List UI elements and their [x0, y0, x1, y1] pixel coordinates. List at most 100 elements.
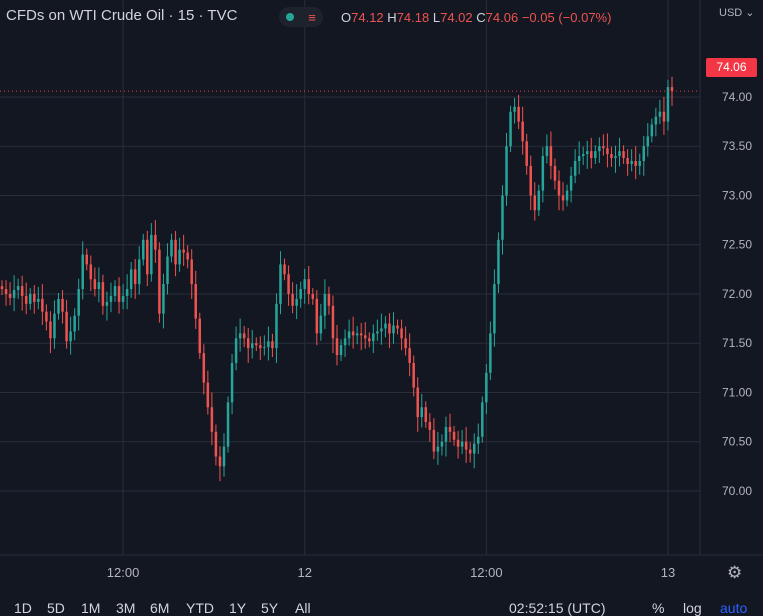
candle-body: [214, 431, 218, 457]
candle-body: [614, 156, 617, 159]
y-tick-label: 70.00: [722, 484, 752, 498]
x-tick-label: 12: [297, 565, 311, 580]
y-tick-label: 71.50: [722, 336, 752, 350]
close-value: 74.06: [485, 10, 519, 25]
candle-body: [335, 338, 339, 356]
y-tick-label: 70.50: [722, 435, 752, 449]
percent-toggle[interactable]: %: [652, 600, 665, 616]
candle-body: [279, 264, 282, 304]
candle-body: [529, 165, 532, 196]
close-label: C: [476, 10, 486, 25]
timeframe-1d[interactable]: 1D: [14, 600, 32, 616]
candle-body: [464, 441, 468, 450]
y-tick-label: 74.00: [722, 90, 752, 104]
timeframe-1m[interactable]: 1M: [81, 600, 101, 616]
candle-body: [0, 286, 4, 290]
timeframe-5y[interactable]: 5Y: [261, 600, 279, 616]
candle-body: [468, 449, 472, 454]
open-label: O: [341, 10, 352, 25]
indicator-pill[interactable]: ≡: [279, 7, 323, 27]
candle-body: [57, 298, 60, 314]
candle-body: [440, 441, 444, 447]
candle-body: [509, 111, 512, 147]
timeframe-5d[interactable]: 5D: [47, 600, 65, 616]
candle-body: [319, 315, 323, 334]
candle-body: [166, 256, 169, 285]
log-toggle[interactable]: log: [683, 600, 702, 616]
candle-body: [428, 422, 432, 430]
candle-body: [573, 161, 577, 176]
timeframe-3m[interactable]: 3M: [116, 600, 136, 616]
candle-body: [267, 341, 270, 348]
candle-body: [404, 338, 407, 349]
candle-body: [24, 295, 28, 304]
candle-body: [291, 293, 294, 306]
candle-body: [174, 239, 177, 265]
candle-body: [41, 298, 44, 312]
candle-body: [339, 345, 343, 356]
candle-body: [222, 446, 226, 467]
candle-body: [113, 286, 117, 296]
candle-body: [642, 146, 645, 162]
candle-body: [533, 195, 537, 211]
candle-body: [85, 254, 89, 265]
candle-body: [81, 254, 84, 290]
candle-body: [89, 264, 93, 280]
candle-body: [170, 239, 173, 257]
candle-body: [202, 353, 206, 383]
candle-body: [638, 161, 641, 166]
candle-body: [456, 439, 460, 447]
timeframe-1y[interactable]: 1Y: [229, 600, 247, 616]
candle-body: [198, 318, 202, 354]
candle-body: [388, 323, 391, 334]
candle-body: [626, 158, 629, 164]
candle-body: [590, 151, 593, 159]
candle-body: [178, 249, 181, 265]
candle-body: [384, 323, 387, 329]
symbol-title[interactable]: CFDs on WTI Crude Oil · 15 · TVC: [6, 7, 238, 24]
candle-body: [654, 116, 658, 125]
candle-body: [331, 305, 335, 339]
y-tick-label: 72.50: [722, 238, 752, 252]
x-tick-label: 13: [661, 565, 675, 580]
change-value: −0.05 (−0.07%): [521, 10, 612, 25]
candle-body: [569, 175, 573, 191]
candle-body: [146, 239, 149, 275]
ohlc-readout: O74.12 H74.18 L74.02 C74.06 −0.05 (−0.07…: [341, 10, 611, 25]
currency-selector[interactable]: USD ⌄: [719, 6, 755, 19]
candle-body: [275, 303, 278, 349]
candle-body: [521, 121, 524, 142]
y-axis-ticks: 74.00 73.50 73.00 72.50 72.00 71.50 71.00 70.50…: [722, 90, 752, 498]
candle-body: [416, 387, 419, 418]
utc-clock[interactable]: 02:52:15 (UTC): [509, 600, 606, 616]
candle-body: [263, 347, 266, 349]
auto-toggle[interactable]: auto: [720, 600, 748, 616]
candle-body: [154, 234, 157, 250]
candle-body: [408, 348, 411, 363]
bottom-toolbar: 1D 5D 1M 3M 6M YTD 1Y 5Y All 02:52:15 (U…: [0, 598, 763, 616]
candle-body: [93, 279, 97, 290]
gear-icon[interactable]: ⚙: [727, 563, 743, 582]
candle-body: [226, 402, 230, 447]
timeframe-ytd[interactable]: YTD: [186, 600, 214, 616]
candle-body: [129, 269, 133, 290]
candle-body: [670, 87, 674, 92]
high-value: 74.18: [396, 10, 430, 25]
timeframe-all[interactable]: All: [295, 600, 311, 616]
candle-body: [73, 315, 76, 332]
candle-body: [206, 382, 210, 408]
candle-body: [37, 298, 40, 302]
grid-lines: [0, 0, 763, 556]
candle-body: [186, 252, 189, 260]
candle-body: [565, 190, 569, 201]
candle-body: [125, 289, 129, 296]
candle-body: [97, 282, 101, 290]
candle-body: [210, 407, 214, 432]
candle-body: [392, 325, 395, 334]
candle-body: [117, 286, 121, 302]
price-chart[interactable]: 74.00 73.50 73.00 72.50 72.00 71.50 71.00 70.50…: [0, 0, 763, 596]
candle-body: [549, 146, 553, 166]
candle-body: [61, 298, 64, 312]
currency-label: USD: [719, 7, 743, 19]
timeframe-6m[interactable]: 6M: [150, 600, 170, 616]
